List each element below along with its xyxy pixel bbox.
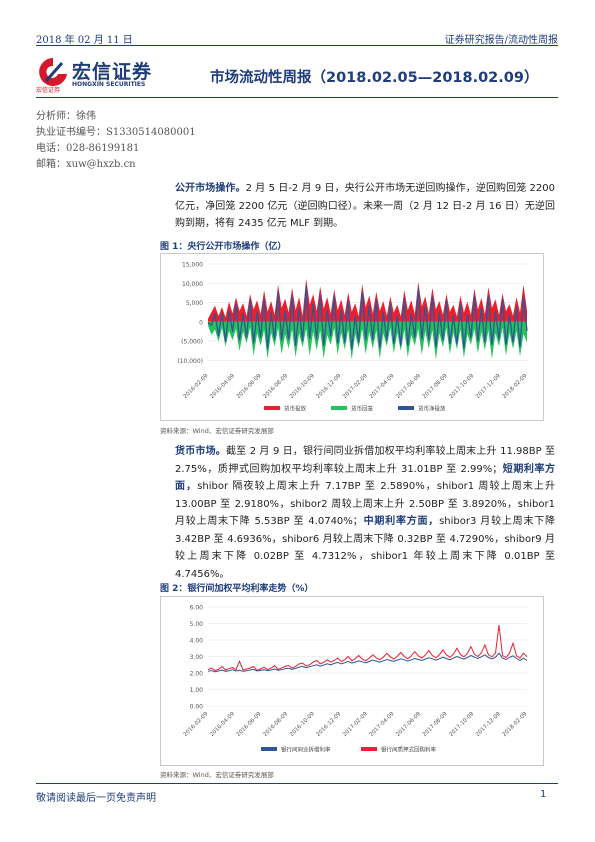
legend-label: 银行间质押式回购利率 xyxy=(381,746,437,754)
report-title: 市场流动性周报（2018.02.05—2018.02.09） xyxy=(210,70,539,86)
legend-swatch xyxy=(398,406,414,410)
x-tick-label: 2016-04-09 xyxy=(209,711,236,738)
header-rule xyxy=(36,45,558,46)
figure1-title: 图 1：央行公开市场操作（亿） xyxy=(160,242,287,252)
company-logo: 宏信证券 HONGXIN SECURITIES 宏信证券 xyxy=(36,55,166,94)
open-market-lead: 公开市场操作。 xyxy=(175,183,246,194)
figure2-title: 图 2：银行间加权平均利率走势（%） xyxy=(160,584,314,594)
x-tick-label: 2017-02-09 xyxy=(342,711,369,738)
y-tick-label: 5.00 xyxy=(190,621,204,628)
figure2-source: 资料来源：Wind、宏信证券研究发展部 xyxy=(160,771,274,779)
open-market-body: 2 月 5 日-2 月 9 日，央行公开市场无逆回购操作，逆回购回笼 2200 … xyxy=(175,183,556,229)
x-tick-label: 2016-12-09 xyxy=(315,711,342,738)
logo-name-en: HONGXIN SECURITIES xyxy=(72,81,146,88)
x-tick-label: 2018-02-09 xyxy=(502,711,529,738)
x-tick-label: 2016-10-09 xyxy=(289,711,316,738)
money-market-lead: 货币市场。 xyxy=(175,446,226,457)
x-tick-label: 2017-12-09 xyxy=(475,373,502,400)
legend-swatch xyxy=(261,747,277,751)
y-tick-label: 15,000 xyxy=(182,262,203,269)
y-tick-label: 0.00 xyxy=(190,704,204,711)
report-date: 2018 年 02 月 11 日 xyxy=(36,35,133,46)
x-tick-label: 2016-04-09 xyxy=(209,373,236,400)
x-tick-label: 2016-06-09 xyxy=(236,373,263,400)
x-tick-label: 2017-04-09 xyxy=(369,373,396,400)
y-tick-label: 2.00 xyxy=(190,671,204,678)
interbank-rate-line xyxy=(207,652,528,673)
x-tick-label: 2017-08-09 xyxy=(422,711,449,738)
net-injection-line xyxy=(207,285,528,350)
x-tick-label: 2016-08-09 xyxy=(262,711,289,738)
open-market-paragraph: 公开市场操作。2 月 5 日-2 月 9 日，央行公开市场无逆回购操作，逆回购回… xyxy=(175,180,555,233)
y-tick-label: 5,000 xyxy=(186,300,203,307)
mid-rate-body: shibor3 月较上周末下降 3.42BP 至 4.6936%，shibor6… xyxy=(175,516,556,580)
analyst-phone: 电话：028-86199181 xyxy=(36,143,140,154)
repo-rate-line xyxy=(207,625,528,672)
x-tick-label: 2016-02-09 xyxy=(183,711,210,738)
logo-name-cn: 宏信证券 xyxy=(72,61,153,83)
x-tick-label: 2018-02-09 xyxy=(502,373,529,400)
analyst-name: 分析师：徐伟 xyxy=(36,111,96,122)
x-tick-label: 2017-10-09 xyxy=(448,711,475,738)
x-tick-label: 2017-10-09 xyxy=(448,373,475,400)
y-tick-label: (10,000) xyxy=(177,358,203,365)
figure1-source: 资料来源：Wind、宏信证券研究发展部 xyxy=(160,427,274,435)
x-tick-label: 2016-06-09 xyxy=(236,711,263,738)
page-number: 1 xyxy=(540,789,547,800)
x-tick-label: 2017-06-09 xyxy=(395,711,422,738)
x-tick-label: 2016-12-09 xyxy=(315,373,342,400)
logo-sub: 宏信证券 xyxy=(36,87,61,94)
x-tick-label: 2017-04-09 xyxy=(369,711,396,738)
figure1-frame: 15,000 10,000 5,000 0 (5,000) (10,000) 2016-02… xyxy=(160,253,544,421)
mid-rate-lead: 中期利率方面， xyxy=(362,516,440,527)
disclaimer-note[interactable]: 敬请阅读最后一页免责声明 xyxy=(36,793,156,804)
y-tick-label: 4.00 xyxy=(190,638,204,645)
y-tick-label: 0 xyxy=(199,319,203,326)
analyst-email: 邮箱：xuw@hxzb.cn xyxy=(36,159,136,170)
report-category: 证券研究报告/流动性周报 xyxy=(444,35,558,46)
figure2-frame: 6.00 5.00 4.00 3.00 2.00 1.00 0.00 2016-02-09 20… xyxy=(160,596,544,766)
money-market-body: 截至 2 月 9 日，银行间同业拆借加权平均利率较上周末上升 11.98BP 至… xyxy=(175,446,555,475)
money-market-paragraph: 货币市场。截至 2 月 9 日，银行间同业拆借加权平均利率较上周末上升 11.9… xyxy=(175,443,555,583)
x-tick-label: 2016-02-09 xyxy=(183,373,210,400)
x-tick-label: 2017-12-09 xyxy=(475,711,502,738)
x-tick-label: 2017-06-09 xyxy=(395,373,422,400)
title-rule xyxy=(36,97,558,98)
inject-area-series xyxy=(208,278,527,322)
analyst-license: 执业证书编号：S1330514080001 xyxy=(36,127,196,138)
short-rate-body: shibor 隔夜较上周末上升 7.17BP 至 2.5890%，shibor1… xyxy=(175,481,556,527)
legend-label: 银行间同业拆借利率 xyxy=(281,746,331,754)
y-tick-label: 1.00 xyxy=(190,687,204,694)
y-tick-label: (5,000) xyxy=(181,339,203,346)
x-tick-label: 2016-10-09 xyxy=(289,373,316,400)
y-tick-label: 10,000 xyxy=(182,281,203,288)
x-tick-label: 2016-08-09 xyxy=(262,373,289,400)
open-market-chart: 15,000 10,000 5,000 0 (5,000) (10,000) 2016-02… xyxy=(177,262,529,413)
logo-mark-icon xyxy=(39,58,67,86)
x-tick-label: 2017-08-09 xyxy=(422,373,449,400)
legend-label: 货币回笼 xyxy=(351,405,374,413)
legend-label: 货币投放 xyxy=(284,405,307,413)
footer-rule xyxy=(36,783,558,784)
legend-swatch xyxy=(361,747,377,751)
y-tick-label: 3.00 xyxy=(190,654,204,661)
legend-swatch xyxy=(331,406,347,410)
y-tick-label: 6.00 xyxy=(190,605,204,612)
short-rate-lead: 短期利率方面， xyxy=(175,463,556,493)
legend-label: 货币净投放 xyxy=(418,405,446,413)
legend-swatch xyxy=(264,406,280,410)
x-tick-label: 2017-02-09 xyxy=(342,373,369,400)
